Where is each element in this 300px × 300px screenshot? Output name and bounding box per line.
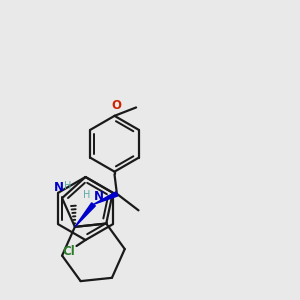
Text: N: N <box>53 182 64 194</box>
Text: O: O <box>111 99 121 112</box>
Text: H: H <box>64 182 71 191</box>
Polygon shape <box>75 203 95 227</box>
Text: N: N <box>94 190 103 203</box>
Text: Cl: Cl <box>63 245 75 258</box>
Text: H: H <box>83 190 91 200</box>
Polygon shape <box>94 192 118 204</box>
